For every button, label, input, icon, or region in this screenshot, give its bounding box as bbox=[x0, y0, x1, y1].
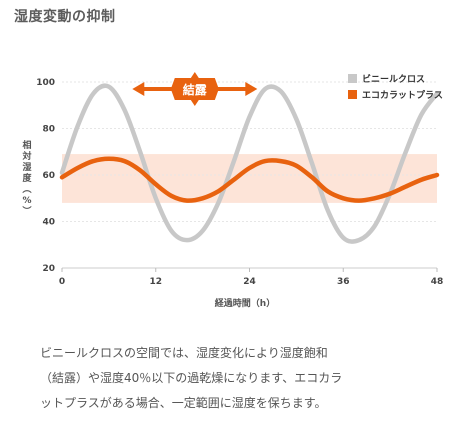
legend-swatch-1 bbox=[348, 74, 357, 83]
x-tick-label-36: 36 bbox=[337, 277, 350, 287]
annotation-arrowhead-left bbox=[132, 81, 145, 96]
description-line-2: （結露）や湿度40％以下の過乾燥になります、エコカラ bbox=[40, 371, 343, 385]
x-tick-label-12: 12 bbox=[149, 277, 162, 287]
condensation-annotation: 結露 bbox=[132, 71, 258, 106]
description-line-1: ビニールクロスの空間では、湿度変化により湿度飽和 bbox=[40, 346, 328, 360]
legend-swatch-2 bbox=[348, 90, 357, 99]
legend-label-2: エコカラットプラス bbox=[362, 89, 443, 101]
y-ticks: 20 40 60 80 100 bbox=[36, 78, 55, 274]
series-line-ecocarat-plus bbox=[59, 156, 440, 203]
y-axis-label: 相対湿度︵% ︶ bbox=[21, 139, 32, 217]
y-axis-label-char: ︵ bbox=[21, 185, 31, 195]
y-axis-label-char: % bbox=[22, 196, 31, 206]
series-line-vinyl-cloth bbox=[59, 83, 440, 244]
y-axis-label-char: 度 bbox=[22, 172, 32, 184]
y-axis-label-char: 対 bbox=[21, 150, 31, 162]
y-tick-label-80: 80 bbox=[42, 125, 55, 135]
annotation-badge bbox=[170, 71, 219, 106]
y-tick-label-60: 60 bbox=[42, 171, 55, 181]
x-tick-label-48: 48 bbox=[431, 277, 444, 287]
page-title: 湿度変動の抑制 bbox=[14, 9, 116, 25]
y-axis-label-char: ︶ bbox=[21, 205, 31, 217]
y-tick-label-100: 100 bbox=[36, 78, 55, 88]
y-gridlines bbox=[62, 81, 437, 222]
description: ビニールクロスの空間では、湿度変化により湿度飽和 （結露）や湿度40％以下の過乾… bbox=[40, 341, 440, 416]
y-axis-label-char: 湿 bbox=[22, 161, 31, 173]
y-tick-label-20: 20 bbox=[42, 264, 55, 274]
annotation-label: 結露 bbox=[183, 82, 208, 97]
x-ticks: 0 12 24 36 48 bbox=[59, 268, 443, 287]
x-tick-label-24: 24 bbox=[243, 277, 256, 287]
humidity-chart: 0 12 24 36 48 20 40 60 80 100 結露 ビニールクロスエコカラットプラ… bbox=[21, 71, 443, 309]
x-axis-label: 経過時間（h） bbox=[215, 297, 275, 309]
description-line-3: ットプラスがある場合、一定範囲に湿度を保ちます。 bbox=[40, 396, 327, 410]
y-axis-label-char: 相 bbox=[22, 139, 31, 151]
annotation-arrowhead-right bbox=[245, 81, 258, 96]
series-lines bbox=[59, 83, 440, 244]
y-tick-label-40: 40 bbox=[42, 218, 55, 228]
legend-label-1: ビニールクロス bbox=[362, 73, 425, 85]
x-tick-label-0: 0 bbox=[59, 277, 65, 287]
